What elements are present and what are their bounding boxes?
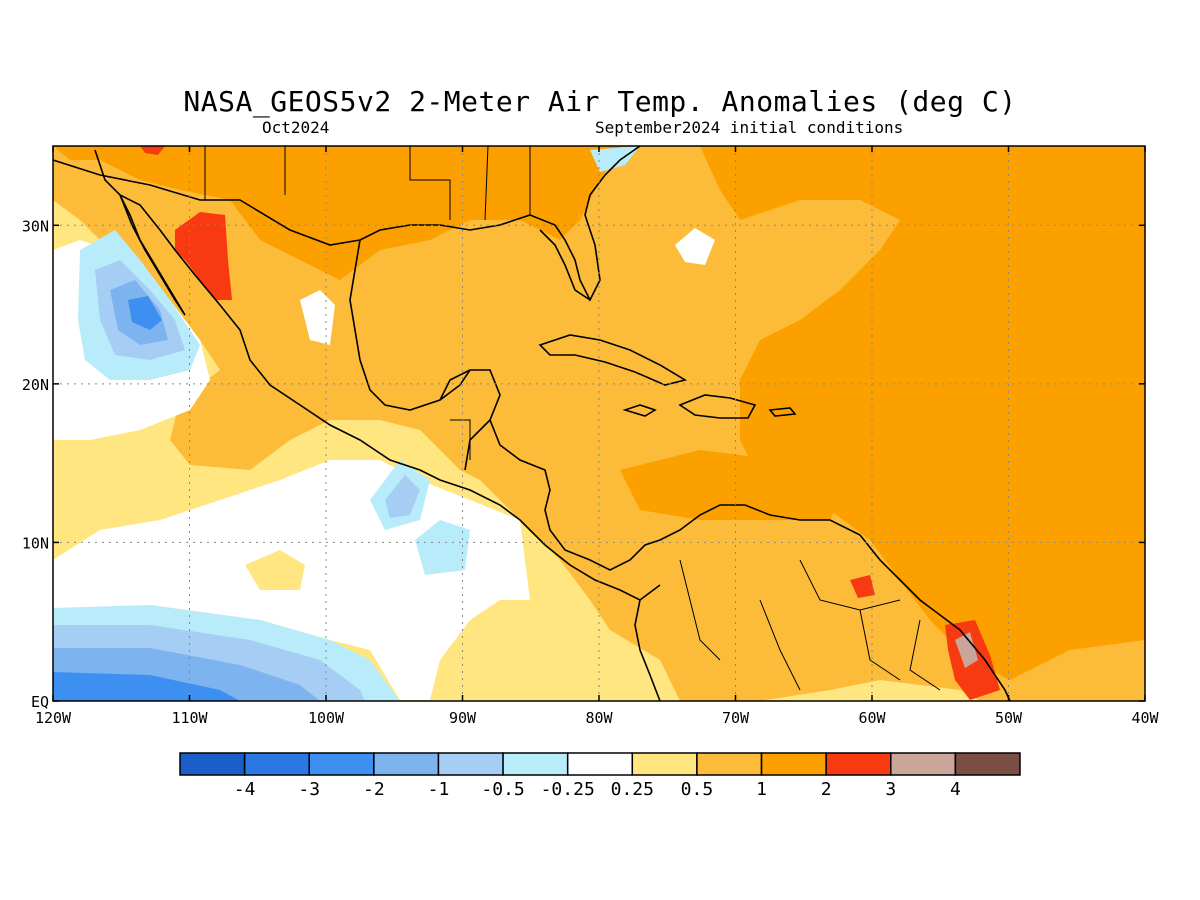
colorbar-swatch (243, 752, 310, 776)
anomaly-band-near-zero (300, 290, 335, 345)
colorbar-swatch (566, 752, 634, 776)
lon-tick-label: 90W (449, 709, 477, 727)
colorbar-swatch (373, 752, 440, 776)
south-america-coast (859, 534, 1011, 701)
latitude-axis: EQ 10N 20N 30N (22, 217, 1145, 711)
anomaly-band-2-3 (175, 212, 232, 300)
colorbar-label: 1 (756, 779, 767, 800)
lat-tick-label: EQ (31, 693, 49, 711)
colorbar-swatch (179, 752, 246, 776)
colorbar: -4 -3 -2 -1 -0.5 -0.25 0.25 0.5 1 2 3 4 (179, 752, 1021, 800)
colorbar-swatch (825, 752, 892, 776)
anomaly-band-minus-0.5 (415, 520, 470, 575)
anomaly-band-3-4 (955, 632, 978, 668)
puerto-rico (768, 407, 797, 417)
lon-tick-label: 100W (308, 709, 345, 727)
map-title: NASA_GEOS5v2 2-Meter Air Temp. Anomalies… (183, 85, 1017, 118)
lon-tick-label: 120W (35, 709, 72, 727)
colorbar-label: -0.5 (481, 779, 524, 800)
anomaly-band-0.25-0.5 (60, 440, 170, 525)
colorbar-label: -1 (428, 779, 450, 800)
south-america-pacific-coast (634, 599, 661, 701)
colorbar-label: -0.25 (541, 779, 595, 800)
colorbar-label: 2 (821, 779, 832, 800)
lon-tick-label: 70W (722, 709, 750, 727)
us-border (53, 159, 361, 246)
colorbar-label: 4 (950, 779, 961, 800)
colorbar-swatch (631, 752, 698, 776)
colorbar-swatch (502, 752, 569, 776)
anomaly-band-1-2 (620, 450, 840, 520)
anomaly-band-0.25-0.5 (245, 550, 305, 590)
colorbar-swatch (954, 752, 1021, 776)
lat-tick-label: 20N (22, 376, 49, 394)
anomaly-band-2-3 (850, 575, 875, 598)
initial-conditions-label: September2024 initial conditions (595, 118, 904, 137)
lon-tick-label: 110W (171, 709, 208, 727)
florida (539, 229, 591, 301)
colorbar-label: -3 (298, 779, 320, 800)
lon-tick-label: 80W (585, 709, 613, 727)
anomaly-band-near-zero (675, 228, 715, 265)
longitude-axis: 120W 110W 100W 90W 80W 70W 60W 50W 40W (35, 146, 1160, 727)
anomaly-band-minus-3 (53, 672, 240, 701)
central-america-caribbean-coast (489, 419, 861, 571)
lon-tick-label: 60W (858, 709, 886, 727)
anomaly-band-1-2 (53, 146, 620, 280)
colorbar-label: 3 (885, 779, 896, 800)
colorbar-swatch (437, 752, 504, 776)
colorbar-swatch (760, 752, 827, 776)
anomaly-field (53, 146, 1145, 701)
mexico-pacific-coast (94, 149, 661, 601)
colorbar-swatch (308, 752, 375, 776)
hispaniola (678, 394, 757, 419)
colorbar-label: 0.25 (611, 779, 654, 800)
graticule (53, 146, 1145, 701)
lon-tick-label: 50W (995, 709, 1023, 727)
anomaly-band-minus-1 (385, 475, 420, 518)
colorbar-swatch (696, 752, 763, 776)
colorbar-swatch (890, 752, 957, 776)
lat-tick-label: 30N (22, 217, 49, 235)
anomaly-band-minus-0.5 (590, 146, 640, 172)
yucatan (439, 369, 471, 401)
forecast-month-label: Oct2024 (262, 118, 330, 137)
colorbar-label: 0.5 (681, 779, 714, 800)
lon-tick-label: 40W (1131, 709, 1159, 727)
cuba (538, 334, 688, 386)
country-borders (204, 146, 941, 691)
lat-tick-label: 10N (22, 534, 49, 552)
baja-california (119, 194, 186, 316)
colorbar-label: -2 (363, 779, 385, 800)
anomaly-band-minus-3 (128, 296, 162, 330)
anomaly-band-2-3 (140, 146, 165, 155)
colorbar-label: -4 (234, 779, 256, 800)
jamaica (622, 404, 657, 417)
mexico-gulf-coast (349, 239, 501, 471)
anomaly-band-1-2 (700, 146, 1145, 680)
